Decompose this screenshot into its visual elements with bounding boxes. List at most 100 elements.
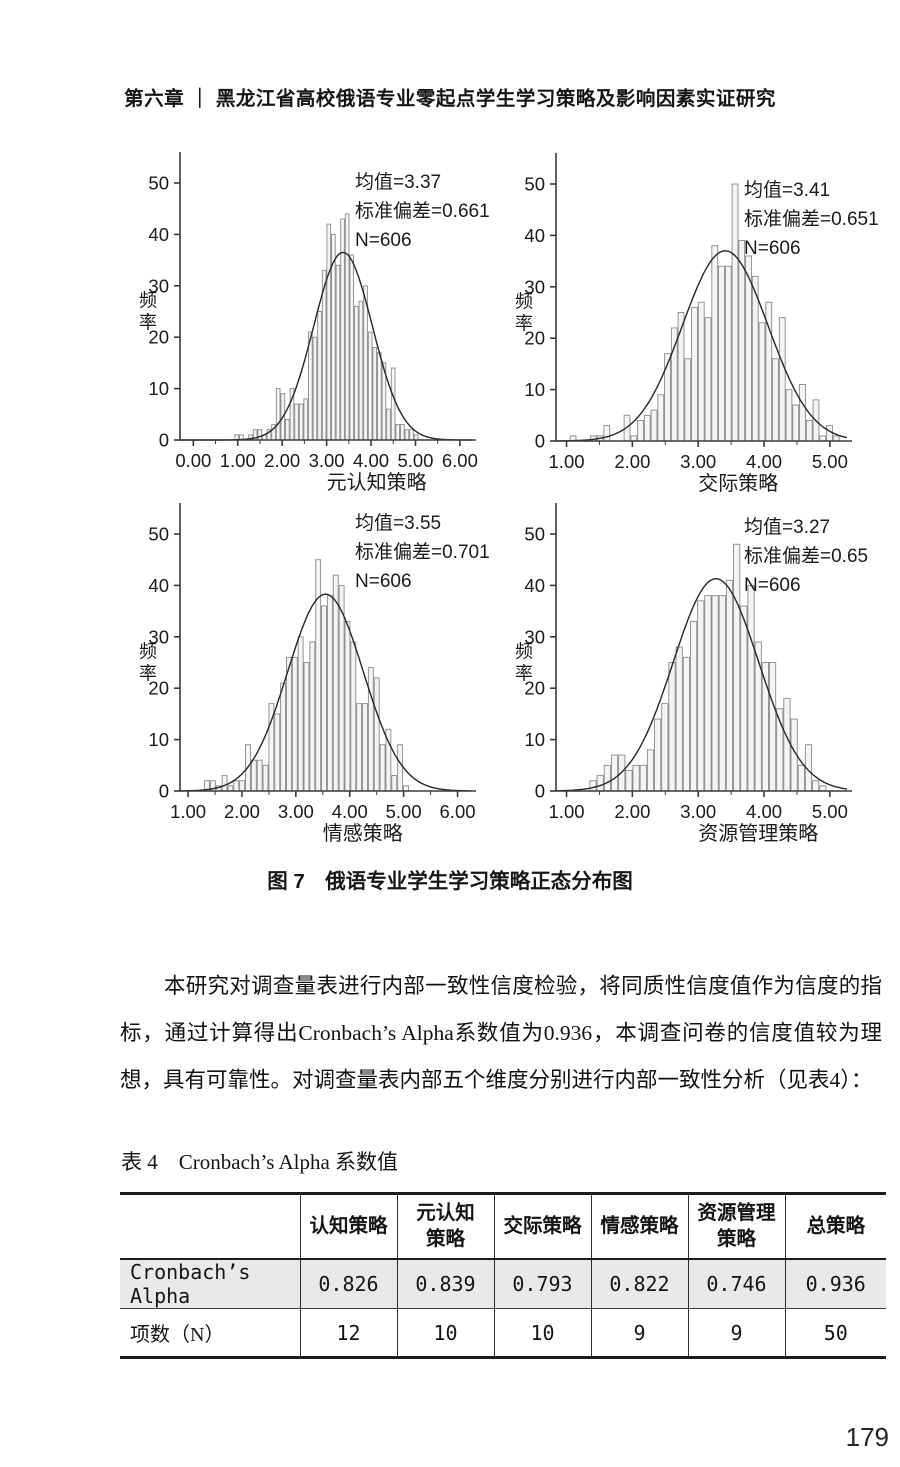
y-axis-label: 频率 [515,292,533,334]
svg-text:5.00: 5.00 [397,450,433,471]
value-cell: 0.826 [299,1259,397,1309]
stats-annotation: 均值=3.41 标准偏差=0.651 N=606 [744,179,879,259]
x-axis-label: 交际策略 [698,472,778,495]
y-axis-label: 频率 [139,291,157,333]
normal-curve [556,250,848,442]
svg-text:30: 30 [524,626,545,647]
value-cell: 9 [687,1308,785,1358]
histogram-metacognitive-strategy: 0 10 20 30 40 50 0.00 1.00 2.00 3.00 4.00 5.00 6.00 频… [118,140,503,498]
table-header-row: 认知策略 元认知 策略 交际策略 情感策略 资源管理 策略 总策略 [120,1193,886,1260]
svg-text:5.00: 5.00 [386,801,422,822]
table-row-items: 项数（N） 12 10 10 9 9 50 [120,1308,886,1358]
stats-annotation: 均值=3.37 标准偏差=0.661 N=606 [355,171,490,251]
bars-group [234,213,419,441]
histogram-svg: 0 10 20 30 40 50 0.00 1.00 2.00 3.00 4.00 5.00 6.00 频… [139,152,490,494]
value-cell: 0.839 [396,1259,494,1309]
body-paragraph: 本研究对调查量表进行内部一致性信度检验，将同质性信度值作为信度的指标，通过计算得… [120,973,882,1092]
svg-text:1.00: 1.00 [549,801,585,822]
value-cell: 10 [396,1308,494,1358]
y-axis-label: 频率 [515,642,533,684]
svg-text:20: 20 [524,678,545,699]
svg-text:5.00: 5.00 [812,801,848,822]
x-axis-label: 资源管理策略 [698,822,818,845]
svg-text:2.00: 2.00 [614,801,650,822]
histogram-affective-strategy: 0 10 20 30 40 50 1.00 2.00 3.00 4.00 5.00 6.00 频率 情感策… [118,491,503,849]
svg-text:50: 50 [148,173,169,194]
svg-text:30: 30 [148,626,169,647]
value-cell: 12 [299,1308,397,1358]
value-cell: 0.793 [493,1259,591,1309]
bars-group [204,559,409,792]
svg-text:4.00: 4.00 [332,801,368,822]
svg-text:10: 10 [148,729,169,750]
normal-curve [556,578,848,792]
svg-text:2.00: 2.00 [224,801,260,822]
svg-text:0: 0 [535,781,545,802]
svg-text:10: 10 [148,378,169,399]
svg-text:40: 40 [524,575,545,596]
tick-labels: 0 10 20 30 40 50 1.00 2.00 3.00 4.00 5.00 6.00 [148,524,475,823]
svg-text:10: 10 [524,729,545,750]
svg-text:均值=3.55: 均值=3.55 [355,512,441,534]
row-label-items: 项数（N） [130,1324,225,1346]
value-cell: 50 [784,1308,886,1358]
axes-group [550,153,852,447]
y-axis-label: 频率 [139,642,157,684]
value-cell: 10 [493,1308,591,1358]
svg-text:3.00: 3.00 [309,450,345,471]
header-cell-empty [120,1193,300,1260]
svg-text:2.00: 2.00 [264,450,300,471]
row-label-alpha: Cronbach’s Alpha [120,1259,300,1309]
tick-labels: 0 10 20 30 40 50 1.00 2.00 3.00 4.00 5.00 [524,524,847,823]
svg-text:N=606: N=606 [744,575,801,596]
stats-annotation: 均值=3.27 标准偏差=0.65 N=606 [744,516,868,596]
svg-text:1.00: 1.00 [170,801,206,822]
chapter-header: 第六章 ｜ 黑龙江省高校俄语专业零起点学生学习策略及影响因素实证研究 [124,88,776,110]
svg-text:均值=3.37: 均值=3.37 [355,171,441,193]
svg-text:4.00: 4.00 [746,801,782,822]
svg-text:50: 50 [524,524,545,545]
value-cell: 0.746 [687,1259,785,1309]
svg-text:20: 20 [148,327,169,348]
svg-text:6.00: 6.00 [440,801,476,822]
header-cell-communication: 交际策略 [493,1193,591,1260]
svg-text:10: 10 [524,379,545,400]
value-cell: 9 [590,1308,688,1358]
svg-text:20: 20 [148,678,169,699]
histogram-svg: 0 10 20 30 40 50 1.00 2.00 3.00 4.00 5.00 6.00 频率情感策… [139,503,490,845]
value-cell: 0.822 [590,1259,688,1309]
normal-curve [180,593,471,792]
histogram-resource-management-strategy: 0 10 20 30 40 50 1.00 2.00 3.00 4.00 5.00 频率 资源管理策略 均… [494,491,879,849]
svg-text:0.00: 0.00 [175,450,211,471]
header-cell-metacognitive: 元认知 策略 [396,1193,494,1260]
axes-group [174,152,476,446]
svg-text:3.00: 3.00 [278,801,314,822]
svg-text:40: 40 [524,225,545,246]
axes-group [550,503,852,797]
svg-text:0: 0 [535,431,545,452]
svg-text:20: 20 [524,328,545,349]
svg-text:标准偏差=0.65: 标准偏差=0.65 [744,545,868,567]
svg-text:30: 30 [148,275,169,296]
svg-text:标准偏差=0.661: 标准偏差=0.661 [355,200,490,222]
x-axis-label: 元认知策略 [327,471,427,494]
header-cell-affective: 情感策略 [590,1193,688,1260]
stats-annotation: 均值=3.55 标准偏差=0.701 N=606 [355,512,490,592]
svg-text:3.00: 3.00 [680,451,716,472]
value-cell: 0.936 [784,1259,886,1309]
table-title: 表 4 Cronbach’s Alpha 系数值 [121,1150,399,1174]
header-cell-cognitive: 认知策略 [299,1193,397,1260]
bars-group [589,543,827,792]
svg-text:6.00: 6.00 [442,450,478,471]
svg-text:N=606: N=606 [355,571,412,592]
svg-text:2.00: 2.00 [614,451,650,472]
histogram-communication-strategy: 0 10 20 30 40 50 1.00 2.00 3.00 4.00 5.00 频率 交际策略 均值=… [494,141,879,499]
svg-text:40: 40 [148,575,169,596]
svg-text:30: 30 [524,276,545,297]
tick-labels: 0 10 20 30 40 50 0.00 1.00 2.00 3.00 4.00 5.00 6.00 [148,173,477,472]
svg-text:均值=3.41: 均值=3.41 [744,179,830,201]
header-cell-resource: 资源管理 策略 [687,1193,785,1260]
